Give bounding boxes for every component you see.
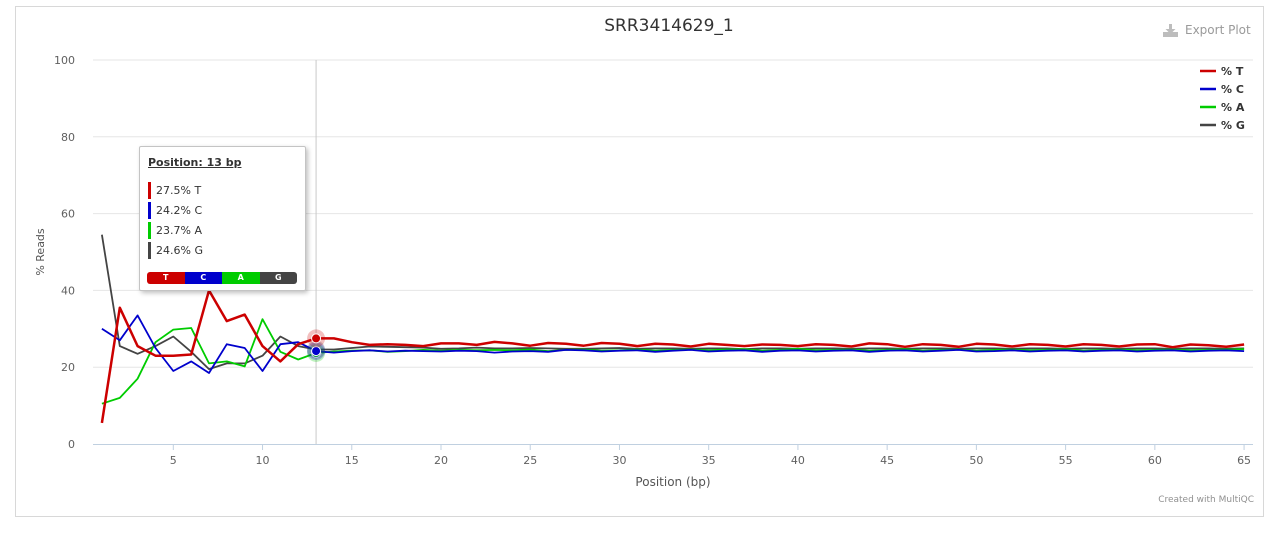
series-line-a <box>101 318 1245 405</box>
y-tick-label: 0 <box>68 438 75 451</box>
tooltip-value-c: 24.2% C <box>156 204 203 217</box>
tooltip-title: Position: 13 bp <box>148 156 242 169</box>
x-tick-label: 20 <box>434 454 448 467</box>
y-axis-title: % Reads <box>34 228 47 276</box>
strip-a: A <box>222 272 260 284</box>
x-tick-label: 5 <box>170 454 177 467</box>
tooltip-row-g: 24.6% G <box>148 242 203 259</box>
x-tick-label: 30 <box>612 454 626 467</box>
tooltip-row-a: 23.7% A <box>148 222 202 239</box>
credit-text: Created with MultiQC <box>1158 495 1254 505</box>
x-tick-label: 60 <box>1148 454 1162 467</box>
series-line-c <box>101 314 1245 374</box>
tooltip-value-t: 27.5% T <box>156 184 202 197</box>
hover-marker-c <box>311 346 322 357</box>
strip-t: T <box>147 272 185 284</box>
hover-tooltip: Position: 13 bp 27.5% T 24.2% C 23.7% A … <box>139 146 306 291</box>
legend-label: % T <box>1221 65 1244 78</box>
y-tick-label: 40 <box>61 284 75 297</box>
x-tick-label: 35 <box>702 454 716 467</box>
tooltip-base-strip: T C A G <box>147 272 297 284</box>
x-tick-label: 15 <box>345 454 359 467</box>
tooltip-row-c: 24.2% C <box>148 202 202 219</box>
strip-g: G <box>259 272 297 284</box>
download-icon <box>1163 23 1178 37</box>
legend-label: % G <box>1221 119 1245 132</box>
tooltip-row-t: 27.5% T <box>148 182 201 199</box>
export-plot-label: Export Plot <box>1185 23 1251 37</box>
tooltip-value-g: 24.6% G <box>156 244 203 257</box>
tooltip-value-a: 23.7% A <box>156 224 202 237</box>
y-tick-label: 80 <box>61 131 75 144</box>
x-tick-label: 65 <box>1237 454 1251 467</box>
x-tick-label: 40 <box>791 454 805 467</box>
y-tick-label: 60 <box>61 208 75 221</box>
strip-c: C <box>184 272 222 284</box>
x-tick-label: 10 <box>256 454 270 467</box>
x-axis-title: Position (bp) <box>635 475 710 489</box>
x-tick-label: 25 <box>523 454 537 467</box>
x-tick-label: 50 <box>969 454 983 467</box>
legend-label: % C <box>1221 83 1244 96</box>
y-tick-label: 100 <box>54 54 75 67</box>
series-line-t <box>100 289 1245 424</box>
y-tick-label: 20 <box>61 361 75 374</box>
x-tick-label: 45 <box>880 454 894 467</box>
chart-title: SRR3414629_1 <box>604 16 733 36</box>
x-tick-label: 55 <box>1059 454 1073 467</box>
hover-marker-t <box>311 333 322 344</box>
export-plot-button[interactable]: Export Plot <box>1162 21 1251 39</box>
legend-label: % A <box>1221 101 1245 114</box>
